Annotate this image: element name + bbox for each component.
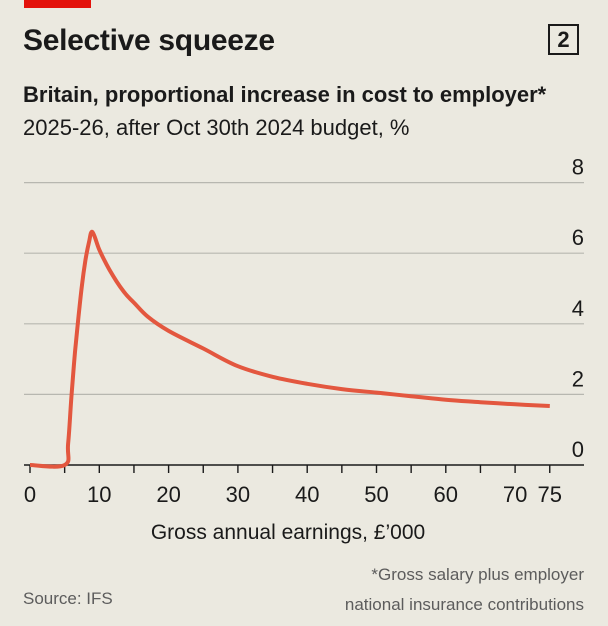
y-tick-label-6: 6 <box>572 225 584 250</box>
x-tick-label-10: 10 <box>87 482 111 507</box>
x-tick-label-75: 75 <box>538 482 562 507</box>
y-tick-label-8: 8 <box>572 155 584 180</box>
x-tick-label-60: 60 <box>434 482 458 507</box>
x-tick-label-50: 50 <box>364 482 388 507</box>
source-note: Source: IFS <box>23 589 113 608</box>
footnote-line-2: national insurance contributions <box>344 595 584 614</box>
chart-subtitle: Britain, proportional increase in cost t… <box>23 82 547 107</box>
chart-subtitle-period: 2025-26, after Oct 30th 2024 budget, % <box>23 115 410 140</box>
footnote-line-1: *Gross salary plus employer <box>371 565 584 584</box>
x-tick-label-70: 70 <box>503 482 527 507</box>
x-tick-label-30: 30 <box>226 482 250 507</box>
x-tick-label-20: 20 <box>156 482 180 507</box>
y-tick-label-0: 0 <box>572 437 584 462</box>
y-tick-label-2: 2 <box>572 366 584 391</box>
chart-title: Selective squeeze <box>23 24 275 57</box>
series-line-0 <box>29 229 550 469</box>
footnote: *Gross salary plus employer national ins… <box>345 560 584 620</box>
brand-accent-bar <box>24 0 91 8</box>
chart-number-badge: 2 <box>548 24 579 55</box>
x-tick-label-0: 0 <box>24 482 36 507</box>
y-tick-label-4: 4 <box>572 296 584 321</box>
x-tick-label-40: 40 <box>295 482 319 507</box>
x-axis-label: Gross annual earnings, £’000 <box>151 521 425 544</box>
